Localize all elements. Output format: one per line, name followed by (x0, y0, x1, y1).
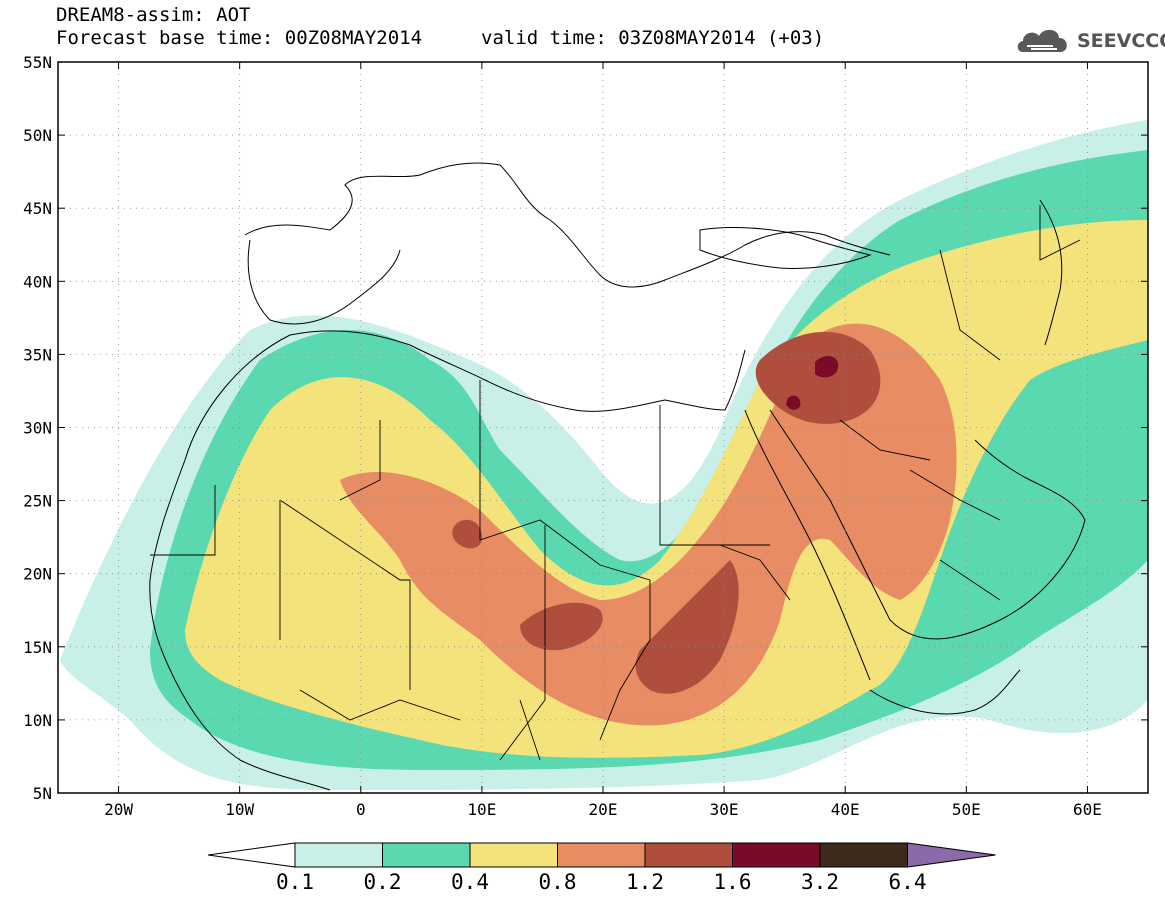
aot-contour-1.2-d (452, 519, 483, 549)
lon-label: 30E (710, 800, 739, 819)
coastline-horn (869, 669, 1021, 715)
aot-contour-1.2-c (520, 602, 603, 651)
coastline-north-africa (184, 330, 746, 461)
lat-label: 20N (23, 565, 52, 584)
colorbar-label: 3.2 (801, 870, 839, 894)
colorbar-label: 6.4 (889, 870, 927, 894)
colorbar-label: 1.2 (626, 870, 664, 894)
colorbar-segment-1.6 (732, 842, 821, 868)
coastline-red-sea (744, 409, 891, 681)
valid-time-label: valid time: 03Z08MAY2014 (+03) (481, 27, 825, 49)
aot-contour-1.6-b (786, 395, 801, 410)
coastline-europe (244, 162, 891, 288)
lat-labels: 55N 50N 45N 40N 35N 30N 25N 20N 15N 10N 5N (23, 53, 52, 803)
colorbar-segment-0.4 (469, 842, 558, 868)
lat-label: 10N (23, 711, 52, 730)
lat-label: 30N (23, 419, 52, 438)
lat-label: 50N (23, 126, 52, 145)
lat-label: 45N (23, 199, 52, 218)
seevccc-logo: SEEVCCC (1015, 22, 1165, 56)
cloud-logo-icon (1017, 29, 1067, 52)
aot-field (60, 120, 1148, 790)
border-lines (150, 205, 1081, 761)
colorbar (207, 842, 996, 868)
coastline-west-africa (149, 459, 331, 791)
aot-contour-1.2-b (635, 560, 739, 694)
colorbar-label: 0.1 (276, 870, 314, 894)
lon-labels: 20W 10W 0 10E 20E 30E 40E 50E 60E (104, 800, 1102, 819)
lon-label: 10W (225, 800, 254, 819)
map-title: DREAM8-assim: AOT (56, 4, 251, 26)
lon-label: 40E (831, 800, 860, 819)
colorbar-label: 0.4 (451, 870, 489, 894)
lon-label: 50E (952, 800, 981, 819)
lon-label: 10E (467, 800, 496, 819)
colorbar-label: 0.2 (364, 870, 402, 894)
colorbar-segment-3.2 (819, 842, 908, 868)
colorbar-label: 0.8 (539, 870, 577, 894)
coastline-caspian (1039, 199, 1063, 346)
lat-label: 15N (23, 638, 52, 657)
lon-label: 0 (356, 800, 366, 819)
lon-label: 60E (1073, 800, 1102, 819)
coastline-black-sea (699, 227, 872, 269)
colorbar-label: 1.6 (714, 870, 752, 894)
aot-contour-1.2-a (755, 331, 881, 424)
colorbar-labels: 0.1 0.2 0.4 0.8 1.2 1.6 3.2 6.4 (276, 870, 926, 894)
coastline-arabia (889, 439, 1086, 640)
logo-text: SEEVCCC (1077, 30, 1165, 52)
aot-contour-1.6 (815, 356, 839, 378)
colorbar-over-arrow (907, 842, 996, 868)
lat-label: 35N (23, 345, 52, 364)
lat-label: 55N (23, 53, 52, 72)
lat-label: 40N (23, 272, 52, 291)
lat-label: 5N (33, 784, 52, 803)
colorbar-under-arrow (207, 842, 296, 868)
lat-label: 25N (23, 492, 52, 511)
colorbar-segment-0.8 (557, 842, 646, 868)
lon-label: 20W (104, 800, 133, 819)
colorbar-segment-0.1 (294, 842, 383, 868)
coastline-iberia (247, 239, 401, 325)
aot-contour-0.8 (340, 323, 957, 726)
forecast-base-time: Forecast base time: 00Z08MAY2014 valid ti… (56, 27, 824, 49)
base-time-label: Forecast base time: 00Z08MAY2014 (56, 27, 423, 49)
coastlines-borders (149, 162, 1086, 791)
axis-ticks (58, 61, 1148, 794)
colorbar-segment-1.2 (644, 842, 733, 868)
lon-label: 20E (589, 800, 618, 819)
colorbar-segment-0.2 (382, 842, 471, 868)
